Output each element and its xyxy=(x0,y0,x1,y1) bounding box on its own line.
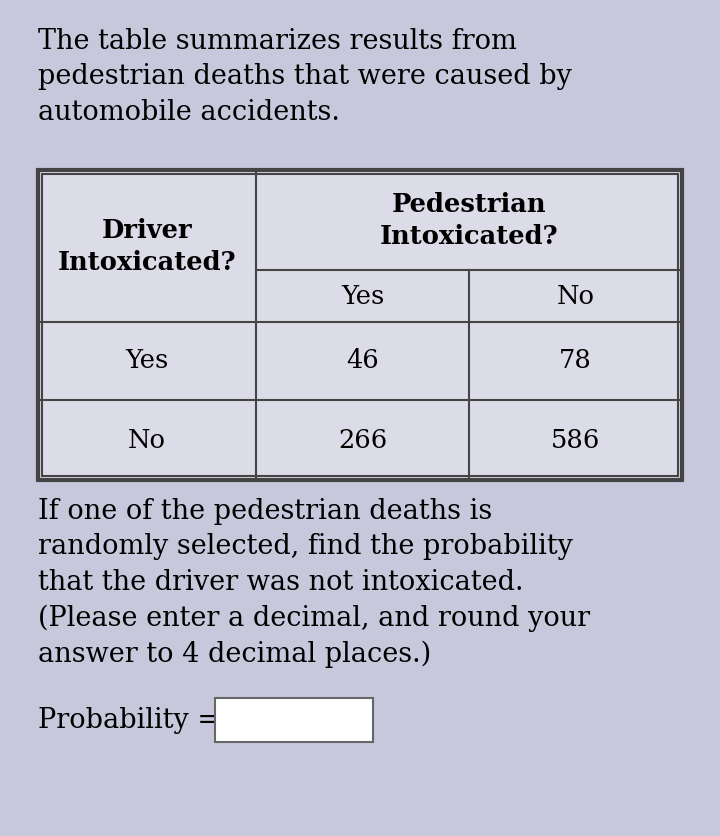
Bar xyxy=(42,174,678,476)
Text: No: No xyxy=(128,427,166,452)
Bar xyxy=(469,270,682,322)
Bar xyxy=(38,322,256,400)
Text: Yes: Yes xyxy=(341,283,384,308)
Text: Probability =: Probability = xyxy=(38,706,220,733)
Bar xyxy=(38,170,682,480)
Text: Pedestrian
Intoxicated?: Pedestrian Intoxicated? xyxy=(379,191,558,248)
Bar xyxy=(256,170,682,270)
Text: No: No xyxy=(557,283,595,308)
Text: Yes: Yes xyxy=(125,349,168,374)
Bar xyxy=(256,322,469,400)
Text: 46: 46 xyxy=(346,349,379,374)
Bar xyxy=(215,698,373,742)
Bar xyxy=(38,170,256,322)
Text: 586: 586 xyxy=(551,427,600,452)
Bar xyxy=(469,322,682,400)
Text: 266: 266 xyxy=(338,427,387,452)
Text: The table summarizes results from
pedestrian deaths that were caused by
automobi: The table summarizes results from pedest… xyxy=(38,28,572,125)
Bar xyxy=(256,270,469,322)
Bar xyxy=(256,400,469,480)
Text: Driver
Intoxicated?: Driver Intoxicated? xyxy=(58,217,236,274)
Text: If one of the pedestrian deaths is
randomly selected, find the probability
that : If one of the pedestrian deaths is rando… xyxy=(38,498,590,668)
Bar xyxy=(469,400,682,480)
Bar xyxy=(38,400,256,480)
Text: 78: 78 xyxy=(559,349,592,374)
